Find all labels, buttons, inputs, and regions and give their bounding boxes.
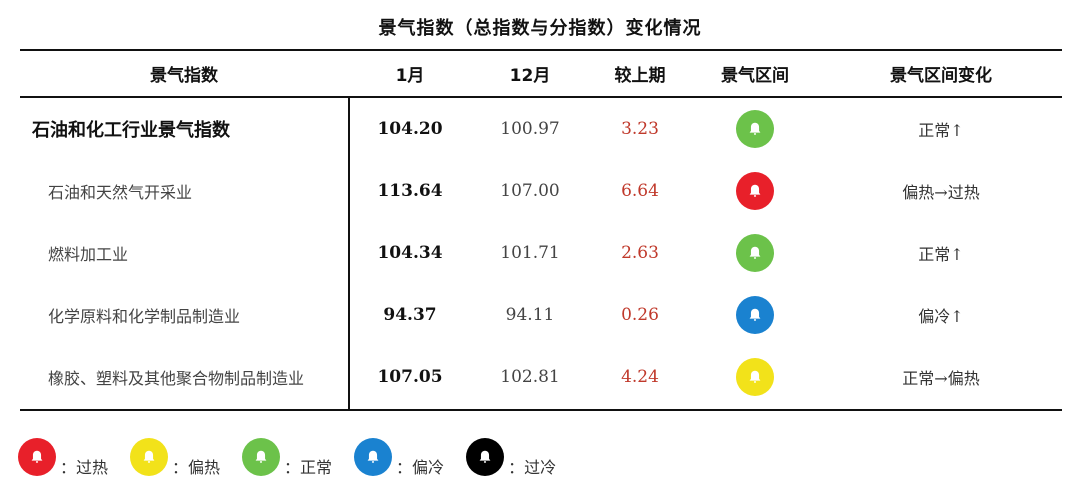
row-jan-value: 107.05 [377, 367, 443, 387]
header-jan: 1月 [395, 66, 425, 86]
row-jan-value: 104.34 [377, 243, 443, 263]
bell-icon [736, 234, 774, 272]
table-row: 燃料加工业 104.34 101.71 2.63 正常↑ [20, 222, 1062, 284]
row-name: 化学原料和化学制品制造业 [48, 307, 241, 326]
bell-icon [736, 110, 774, 148]
bell-icon [736, 172, 774, 210]
row-zone [690, 346, 820, 408]
legend-item-normal: ：正常 [242, 438, 333, 477]
row-zone-change: 正常↑ [918, 121, 964, 140]
row-change-value: 3.23 [621, 119, 659, 139]
row-jan-value: 94.37 [383, 305, 437, 325]
row-dec-value: 102.81 [500, 367, 560, 387]
bell-icon [18, 438, 56, 476]
row-jan-value: 113.64 [377, 181, 443, 201]
row-dec-value: 100.97 [500, 119, 560, 139]
row-dec-value: 107.00 [500, 181, 560, 201]
header-zone: 景气区间 [721, 66, 789, 86]
header-change: 较上期 [614, 66, 666, 86]
row-zone [690, 222, 820, 284]
table-row: 石油和化工行业景气指数 104.20 100.97 3.23 正常↑ [20, 98, 1062, 160]
page-title: 景气指数（总指数与分指数）变化情况 [378, 18, 702, 39]
table-header: 景气指数 1月 12月 较上期 景气区间 景气区间变化 [20, 51, 1062, 98]
bell-icon [354, 438, 393, 476]
legend-item-cold: ：过冷 [466, 438, 557, 477]
legend-item-warm: ：偏热 [130, 438, 221, 477]
row-zone [690, 160, 820, 222]
row-change-value: 2.63 [621, 243, 659, 263]
row-dec-value: 101.71 [500, 243, 560, 263]
row-change-value: 0.26 [621, 305, 659, 325]
table-row: 橡胶、塑料及其他聚合物制品制造业 107.05 102.81 4.24 正常→偏… [20, 346, 1062, 408]
table-row: 石油和天然气开采业 113.64 107.00 6.64 偏热→过热 [20, 160, 1062, 222]
row-change-value: 4.24 [621, 367, 659, 387]
legend-label: ：偏冷 [396, 458, 445, 477]
row-dec-value: 94.11 [505, 305, 555, 325]
bell-icon [130, 438, 169, 476]
row-name: 石油和化工行业景气指数 [32, 120, 230, 141]
bell-icon [466, 438, 505, 476]
header-dec: 12月 [509, 66, 551, 86]
row-name: 燃料加工业 [48, 245, 129, 264]
row-name: 石油和天然气开采业 [48, 183, 193, 202]
header-zone-change: 景气区间变化 [890, 66, 992, 86]
row-zone-change: 正常↑ [918, 245, 964, 264]
bell-icon [242, 438, 281, 476]
row-zone [690, 284, 820, 346]
row-zone-change: 偏冷↑ [918, 307, 964, 326]
legend-item-cool: ：偏冷 [354, 438, 445, 477]
legend-label: ：偏热 [172, 458, 221, 477]
index-table: 景气指数 1月 12月 较上期 景气区间 景气区间变化 石油和化工行业景气指数 … [20, 49, 1062, 411]
row-jan-value: 104.20 [377, 119, 443, 139]
legend-item-overheat: ：过热 [18, 438, 109, 477]
row-zone-change: 正常→偏热 [902, 369, 980, 388]
row-change-value: 6.64 [621, 181, 659, 201]
header-name: 景气指数 [150, 66, 218, 86]
column-divider [348, 98, 350, 409]
legend: ：过热 ：偏热 ：正常 ：偏冷 ：过冷 [18, 436, 578, 477]
row-zone [690, 98, 820, 160]
bell-icon [736, 296, 774, 334]
bell-icon [736, 358, 774, 396]
table-row: 化学原料和化学制品制造业 94.37 94.11 0.26 偏冷↑ [20, 284, 1062, 346]
legend-label: ：正常 [284, 458, 333, 477]
legend-label: ：过热 [60, 458, 109, 477]
legend-label: ：过冷 [508, 458, 557, 477]
row-name: 橡胶、塑料及其他聚合物制品制造业 [48, 369, 305, 388]
row-zone-change: 偏热→过热 [902, 183, 980, 202]
